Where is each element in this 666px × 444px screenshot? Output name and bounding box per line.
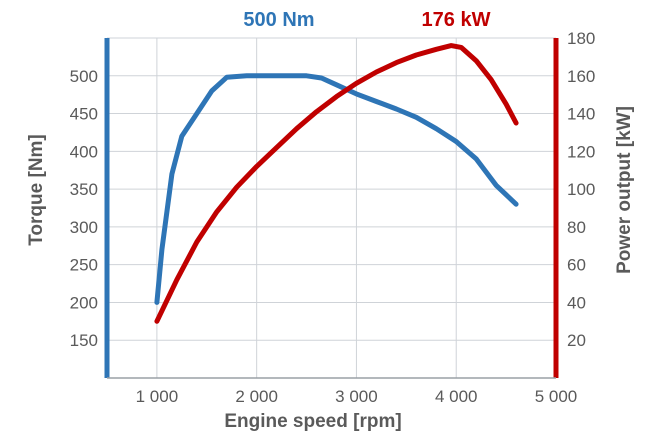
left-tick-label: 250 bbox=[70, 256, 98, 275]
right-tick-label: 100 bbox=[567, 180, 595, 199]
x-tick-label: 2 000 bbox=[235, 387, 278, 406]
torque-curve bbox=[154, 73, 519, 305]
left-tick-label: 500 bbox=[70, 67, 98, 86]
right-tick-label: 140 bbox=[567, 105, 595, 124]
left-tick-label: 350 bbox=[70, 180, 98, 199]
left-tick-label: 450 bbox=[70, 105, 98, 124]
power-curve bbox=[154, 43, 519, 324]
tick-labels: 150 200 250 300 350 400 450 500 20 40 60 80 100 120 14… bbox=[70, 29, 596, 406]
right-tick-label: 40 bbox=[567, 293, 586, 312]
axes bbox=[104, 38, 559, 379]
right-tick-label: 160 bbox=[567, 67, 595, 86]
left-tick-label: 400 bbox=[70, 142, 98, 161]
x-tick-label: 3 000 bbox=[335, 387, 378, 406]
power-peak-label: 176 kW bbox=[422, 9, 491, 31]
left-axis-title: Torque [Nm] bbox=[26, 134, 47, 246]
x-axis-title: Engine speed [rpm] bbox=[224, 411, 401, 432]
right-tick-label: 120 bbox=[567, 142, 595, 161]
right-tick-label: 80 bbox=[567, 218, 586, 237]
left-tick-label: 150 bbox=[70, 331, 98, 350]
left-tick-label: 300 bbox=[70, 218, 98, 237]
x-tick-label: 5 000 bbox=[535, 387, 578, 406]
right-tick-label: 20 bbox=[567, 331, 586, 350]
grid-lines bbox=[107, 37, 557, 378]
series-lines bbox=[154, 43, 519, 324]
x-tick-label: 4 000 bbox=[435, 387, 478, 406]
right-tick-label: 60 bbox=[567, 256, 586, 275]
x-tick-label: 1 000 bbox=[136, 387, 179, 406]
right-tick-label: 180 bbox=[567, 29, 595, 48]
left-tick-label: 200 bbox=[70, 293, 98, 312]
right-axis-title: Power output [kW] bbox=[614, 106, 635, 274]
torque-peak-label: 500 Nm bbox=[243, 9, 314, 31]
